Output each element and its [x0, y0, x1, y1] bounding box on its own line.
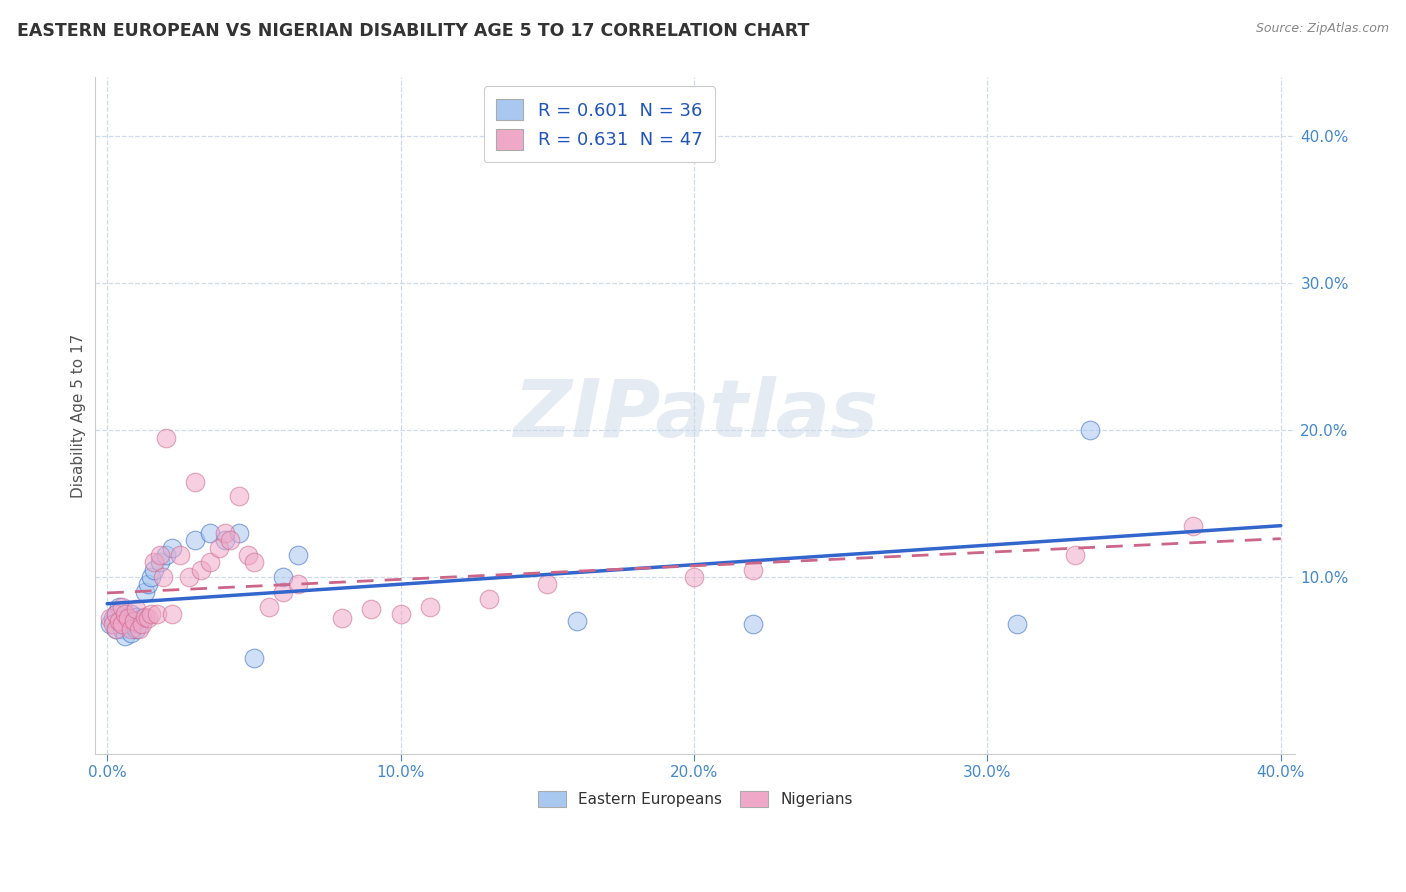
Point — [143, 563, 166, 577]
Text: EASTERN EUROPEAN VS NIGERIAN DISABILITY AGE 5 TO 17 CORRELATION CHART: EASTERN EUROPEAN VS NIGERIAN DISABILITY … — [17, 22, 810, 40]
Point — [190, 563, 212, 577]
Point — [1078, 423, 1101, 437]
Point — [184, 475, 207, 489]
Point — [141, 570, 163, 584]
Point — [117, 611, 139, 625]
Point — [125, 610, 148, 624]
Y-axis label: Disability Age 5 to 17: Disability Age 5 to 17 — [72, 334, 86, 498]
Point — [419, 599, 441, 614]
Point — [120, 626, 142, 640]
Point — [271, 585, 294, 599]
Point — [111, 617, 134, 632]
Point — [477, 592, 499, 607]
Point — [114, 607, 136, 621]
Point — [228, 489, 250, 503]
Point — [136, 611, 159, 625]
Point — [104, 607, 127, 621]
Point — [111, 622, 134, 636]
Point — [108, 614, 131, 628]
Point — [1181, 518, 1204, 533]
Text: ZIPatlas: ZIPatlas — [513, 376, 877, 455]
Point — [243, 651, 266, 665]
Point — [104, 622, 127, 636]
Point — [565, 614, 588, 628]
Legend: Eastern Europeans, Nigerians: Eastern Europeans, Nigerians — [533, 785, 859, 814]
Point — [214, 533, 236, 548]
Point — [160, 541, 183, 555]
Point — [111, 617, 134, 632]
Point — [184, 533, 207, 548]
Point — [108, 614, 131, 628]
Point — [683, 570, 706, 584]
Point — [243, 556, 266, 570]
Point — [141, 607, 163, 621]
Point — [741, 617, 763, 632]
Point — [179, 570, 201, 584]
Point — [214, 526, 236, 541]
Point — [131, 611, 153, 625]
Point — [104, 622, 127, 636]
Point — [160, 607, 183, 621]
Point — [287, 577, 309, 591]
Point — [128, 617, 150, 632]
Point — [114, 629, 136, 643]
Point — [208, 541, 231, 555]
Point — [111, 599, 134, 614]
Point — [219, 533, 242, 548]
Point — [155, 430, 177, 444]
Point — [389, 607, 412, 621]
Point — [536, 577, 558, 591]
Point — [271, 570, 294, 584]
Point — [198, 526, 221, 541]
Point — [134, 610, 156, 624]
Point — [104, 607, 127, 621]
Point — [169, 548, 191, 562]
Point — [131, 617, 153, 632]
Point — [741, 563, 763, 577]
Point — [120, 622, 142, 636]
Point — [149, 548, 172, 562]
Point — [155, 548, 177, 562]
Point — [122, 614, 145, 628]
Point — [330, 611, 353, 625]
Point — [136, 577, 159, 591]
Point — [1064, 548, 1087, 562]
Point — [149, 556, 172, 570]
Point — [125, 602, 148, 616]
Point — [125, 622, 148, 636]
Point — [257, 599, 280, 614]
Point — [146, 607, 169, 621]
Point — [1005, 617, 1028, 632]
Point — [101, 611, 124, 625]
Point — [360, 602, 382, 616]
Point — [228, 526, 250, 541]
Point — [101, 617, 124, 632]
Point — [117, 617, 139, 632]
Point — [152, 570, 174, 584]
Text: Source: ZipAtlas.com: Source: ZipAtlas.com — [1256, 22, 1389, 36]
Point — [134, 585, 156, 599]
Point — [98, 617, 121, 632]
Point — [198, 556, 221, 570]
Point — [143, 556, 166, 570]
Point — [236, 548, 259, 562]
Point — [120, 607, 142, 621]
Point — [114, 611, 136, 625]
Point — [122, 614, 145, 628]
Point — [98, 611, 121, 625]
Point — [287, 548, 309, 562]
Point — [128, 622, 150, 636]
Point — [108, 599, 131, 614]
